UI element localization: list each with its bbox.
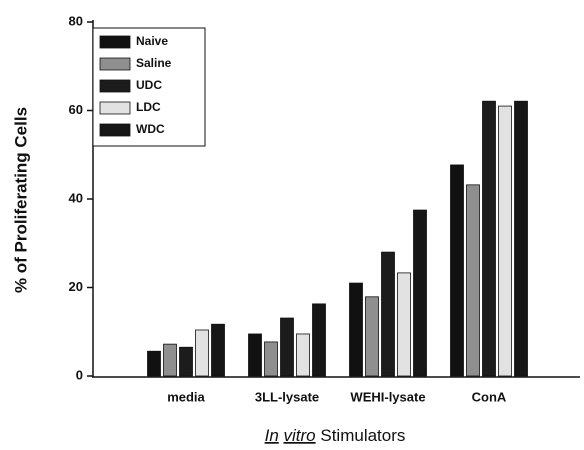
legend-swatch [99,57,131,71]
y-tick-label: 40 [69,190,83,205]
bar [179,346,193,377]
y-axis-label: % of Proliferating Cells [11,107,30,293]
legend-swatch [99,101,131,115]
legend-label: UDC [136,78,162,92]
bar [381,251,395,377]
bar [248,333,262,377]
bar [195,329,209,377]
legend-swatch [99,123,131,137]
legend-label: Saline [136,56,172,70]
legend-swatch [99,35,131,49]
x-label-part: vitro [284,426,316,445]
y-tick-label: 80 [69,13,83,28]
bar [397,272,411,377]
x-tick-label: ConA [472,389,507,404]
y-tick-label: 20 [69,279,83,294]
bar [264,341,278,377]
x-tick-label: media [167,389,205,404]
bar [147,350,161,377]
bar [349,282,363,377]
legend-swatch [99,79,131,93]
bar [413,209,427,377]
bar [466,184,480,377]
y-tick-label: 60 [69,102,83,117]
bar [296,333,310,377]
legend-label: WDC [136,122,165,136]
x-tick-label: 3LL-lysate [255,389,319,404]
legend-label: Naive [136,34,168,48]
legend-label: LDC [136,100,161,114]
bar [211,323,225,377]
bar [482,100,496,377]
x-label-part: In [265,426,279,445]
x-axis-label: In vitro Stimulators [265,426,406,445]
bar [163,343,177,377]
bar [450,164,464,377]
bar [514,100,528,377]
y-tick-label: 0 [76,367,83,382]
x-label-part: Stimulators [320,426,405,445]
bar [365,296,379,377]
bar [498,105,512,377]
bar [312,303,326,377]
bar [280,317,294,377]
x-tick-label: WEHI-lysate [350,389,425,404]
